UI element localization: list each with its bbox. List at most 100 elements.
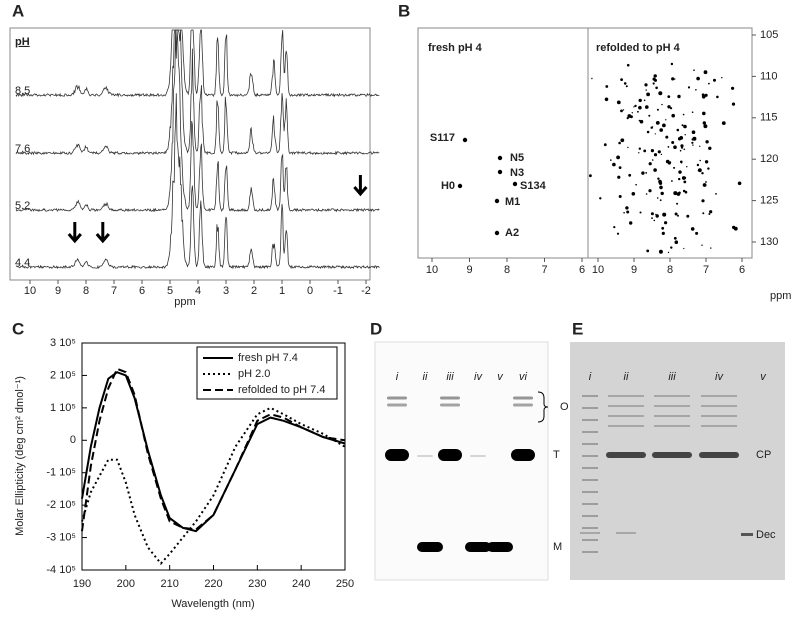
x-label: ppm xyxy=(174,296,195,308)
peak xyxy=(638,105,642,110)
y-label: Molar Ellipticity (deg cm² dmol⁻¹) xyxy=(14,376,26,536)
lane-label: i xyxy=(396,371,399,383)
peak xyxy=(683,180,687,184)
peak xyxy=(660,153,663,156)
peak xyxy=(616,232,620,235)
spectrum xyxy=(15,29,380,98)
x-tick-label: 250 xyxy=(336,578,354,590)
ladder-band xyxy=(582,467,598,469)
x-tick-label: 8 xyxy=(667,264,673,276)
x-tick-label: 1 xyxy=(279,285,285,297)
peak xyxy=(686,214,690,218)
lane-label: ii xyxy=(423,371,428,383)
peak xyxy=(620,138,625,143)
peak xyxy=(677,94,681,99)
peak xyxy=(629,115,633,119)
peak xyxy=(673,191,678,196)
peak xyxy=(656,108,659,111)
y-tick-label: 125 xyxy=(760,195,778,207)
peak xyxy=(665,119,667,121)
peak xyxy=(667,146,670,148)
peak xyxy=(645,172,648,174)
band xyxy=(513,396,533,400)
peak xyxy=(494,198,500,204)
peak xyxy=(660,191,664,196)
peak xyxy=(645,105,649,109)
y-tick-label: 105 xyxy=(760,29,778,41)
peak xyxy=(702,111,706,116)
ladder-band xyxy=(582,515,598,517)
peak xyxy=(618,141,621,145)
x-tick-label: -2 xyxy=(361,285,371,297)
peak xyxy=(626,63,630,67)
peak xyxy=(674,212,678,216)
peak xyxy=(497,155,503,161)
peak xyxy=(678,170,682,174)
lane-label: i xyxy=(589,371,592,383)
peak xyxy=(653,168,657,172)
peak xyxy=(645,89,647,91)
lane-label: iv xyxy=(715,371,724,383)
x-tick-label: 190 xyxy=(73,578,91,590)
peak xyxy=(683,148,686,151)
peak xyxy=(616,100,621,105)
band xyxy=(440,403,460,407)
x-tick-label: 9 xyxy=(631,264,637,276)
peak xyxy=(650,212,654,216)
band xyxy=(699,452,739,458)
peak xyxy=(605,85,609,88)
peak xyxy=(658,181,663,185)
peak xyxy=(677,214,679,217)
peak xyxy=(662,212,667,217)
lane-label: ii xyxy=(624,371,629,383)
peak xyxy=(629,221,633,225)
peak xyxy=(676,128,680,132)
peak xyxy=(674,78,676,80)
peak xyxy=(625,85,628,88)
peak xyxy=(648,189,652,193)
peak xyxy=(651,217,653,220)
peak xyxy=(648,162,652,166)
panel-label: C xyxy=(12,319,24,338)
peak xyxy=(710,247,712,249)
peak xyxy=(626,210,630,214)
legend-label: fresh pH 7.4 xyxy=(238,352,298,364)
ladder-band xyxy=(582,431,598,433)
peak xyxy=(655,214,659,218)
peak-label: S134 xyxy=(520,180,547,192)
peak xyxy=(650,149,655,153)
y-tick-label: -1 10⁵ xyxy=(46,467,76,479)
y-tick-label: 3 10⁵ xyxy=(50,337,76,349)
peak xyxy=(687,86,691,89)
peak xyxy=(591,77,593,80)
peak-label: N3 xyxy=(510,167,524,179)
peak xyxy=(656,197,659,199)
y-tick-label: 120 xyxy=(760,153,778,165)
band-label: O xyxy=(560,401,569,413)
band xyxy=(470,455,486,457)
x-tick-label: 200 xyxy=(117,578,135,590)
peak xyxy=(604,97,609,102)
y-tick-label: -2 10⁵ xyxy=(46,499,76,511)
panel-label: B xyxy=(398,1,410,20)
spectrum xyxy=(15,93,380,270)
ladder-band xyxy=(582,527,598,529)
peak xyxy=(691,130,696,134)
x-tick-label: 5 xyxy=(167,285,173,297)
peak xyxy=(627,146,629,149)
x-tick-label: 2 xyxy=(251,285,257,297)
peak xyxy=(701,172,704,175)
peak xyxy=(709,210,713,214)
peak-label: N5 xyxy=(510,152,524,164)
peak xyxy=(665,159,670,164)
peak xyxy=(667,105,671,109)
peak xyxy=(635,183,637,186)
spectrum xyxy=(15,29,380,213)
axis-title: pH xyxy=(15,36,30,48)
y-tick-label: 130 xyxy=(760,236,778,248)
peak xyxy=(692,136,697,141)
panel-label: D xyxy=(370,319,382,338)
peak xyxy=(702,121,706,125)
peak xyxy=(695,231,699,235)
peak xyxy=(652,82,655,85)
